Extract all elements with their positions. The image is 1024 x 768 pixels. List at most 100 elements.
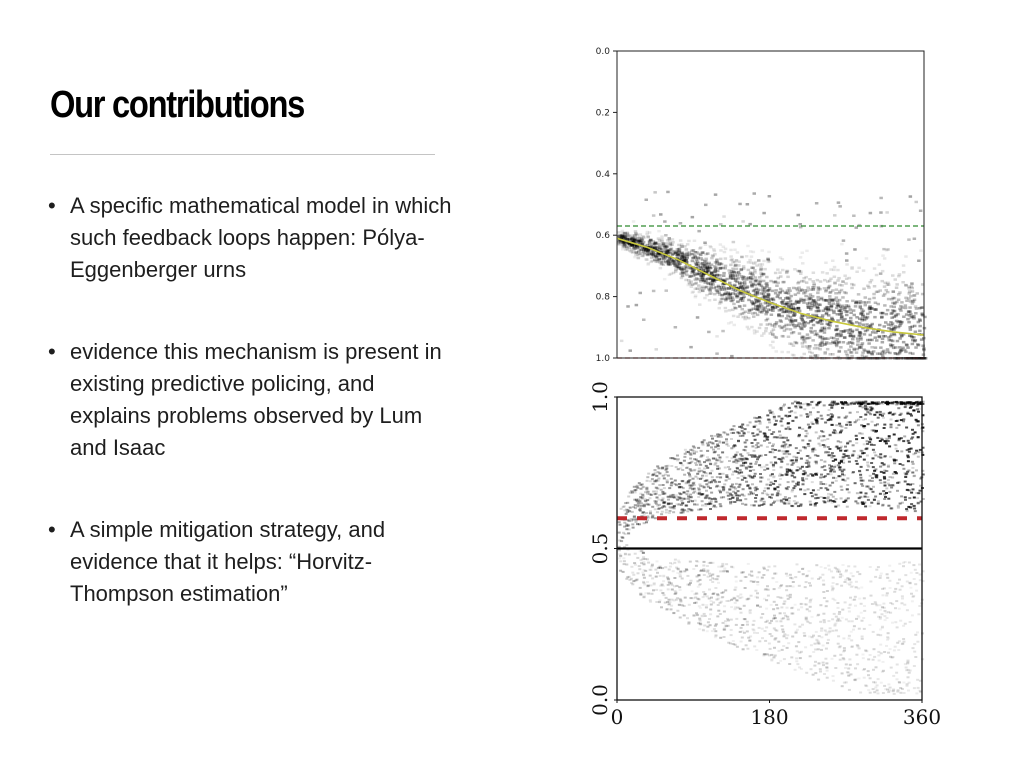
density-cell: [827, 314, 831, 317]
density-cell: [804, 461, 808, 464]
density-cell: [823, 629, 827, 632]
density-cell: [737, 260, 741, 263]
density-cell: [799, 603, 803, 606]
density-cell: [851, 401, 855, 404]
density-cell: [684, 269, 689, 272]
density-cell: [697, 508, 701, 511]
density-cell: [828, 320, 833, 324]
density-cell: [861, 402, 865, 404]
density-cell: [844, 570, 848, 573]
density-cell: [654, 241, 658, 244]
density-cell: [913, 474, 917, 477]
density-cell: [693, 294, 698, 297]
density-cell: [652, 589, 655, 592]
density-cell: [734, 277, 738, 281]
density-cell: [840, 488, 844, 491]
density-cell: [919, 306, 924, 309]
density-cell: [851, 309, 856, 312]
density-cell: [800, 335, 804, 338]
density-cell: [727, 466, 730, 468]
density-cell: [884, 442, 888, 445]
density-cell: [709, 608, 713, 611]
density-cell: [883, 351, 887, 355]
density-cell: [898, 291, 902, 294]
density-cell: [747, 465, 751, 468]
density-cell: [775, 603, 779, 606]
density-cell: [890, 401, 894, 404]
density-cell: [658, 565, 662, 568]
density-cell: [673, 577, 677, 579]
density-cell: [668, 241, 673, 245]
density-cell: [769, 308, 773, 312]
density-cell: [778, 291, 782, 295]
density-cell: [813, 329, 817, 333]
density-cell: [846, 577, 850, 580]
density-cell: [651, 253, 655, 257]
density-cell: [691, 249, 696, 252]
density-cell: [661, 484, 665, 486]
density-cell: [663, 501, 667, 504]
density-cell: [760, 476, 764, 479]
density-cell: [804, 429, 808, 432]
density-cell: [857, 223, 862, 227]
density-cell: [824, 307, 828, 311]
density-cell: [694, 277, 699, 280]
density-cell: [820, 344, 824, 347]
density-cell: [689, 345, 693, 349]
density-cell: [659, 257, 664, 261]
density-cell: [881, 414, 884, 417]
density-cell: [737, 273, 742, 276]
density-cell: [669, 496, 673, 499]
density-cell: [830, 415, 834, 418]
density-cell: [839, 315, 844, 319]
density-cell: [823, 351, 827, 354]
density-cell: [877, 335, 881, 338]
density-cell: [798, 225, 803, 229]
density-cell: [732, 596, 736, 599]
density-cell: [841, 456, 845, 459]
density-cell: [636, 246, 640, 250]
density-cell: [900, 585, 904, 588]
density-cell: [790, 470, 794, 473]
density-cell: [687, 584, 691, 587]
density-cell: [868, 474, 872, 477]
density-cell: [761, 272, 766, 276]
density-cell: [884, 437, 888, 440]
density-cell: [867, 465, 871, 468]
density-cell: [850, 620, 854, 623]
density-cell: [798, 404, 802, 407]
density-cell: [634, 579, 638, 582]
density-cell: [714, 450, 717, 453]
density-cell: [835, 327, 840, 331]
density-cell: [782, 498, 786, 501]
density-cell: [825, 272, 829, 275]
density-cell: [814, 317, 819, 320]
density-cell: [634, 563, 637, 566]
density-cell: [836, 606, 840, 609]
density-cell: [724, 479, 728, 482]
density-cell: [704, 252, 708, 256]
density-cell: [658, 266, 663, 270]
density-cell: [693, 261, 698, 264]
density-cell: [617, 234, 621, 238]
density-cell: [750, 465, 754, 468]
density-cell: [785, 589, 789, 592]
density-cell: [895, 450, 899, 453]
density-cell: [812, 651, 816, 653]
density-cell: [849, 572, 853, 575]
density-cell: [714, 481, 718, 484]
density-cell: [910, 503, 914, 506]
density-cell: [697, 598, 701, 601]
density-cell: [731, 270, 735, 273]
density-cell: [665, 242, 669, 245]
density-cell: [854, 586, 858, 589]
density-cell: [682, 497, 686, 500]
density-cell: [820, 338, 825, 341]
density-cell: [730, 299, 734, 303]
density-cell: [804, 275, 808, 279]
density-cell: [754, 446, 758, 449]
density-cell: [908, 621, 912, 623]
density-cell: [846, 304, 851, 308]
density-cell: [719, 476, 723, 479]
density-cell: [774, 461, 777, 464]
